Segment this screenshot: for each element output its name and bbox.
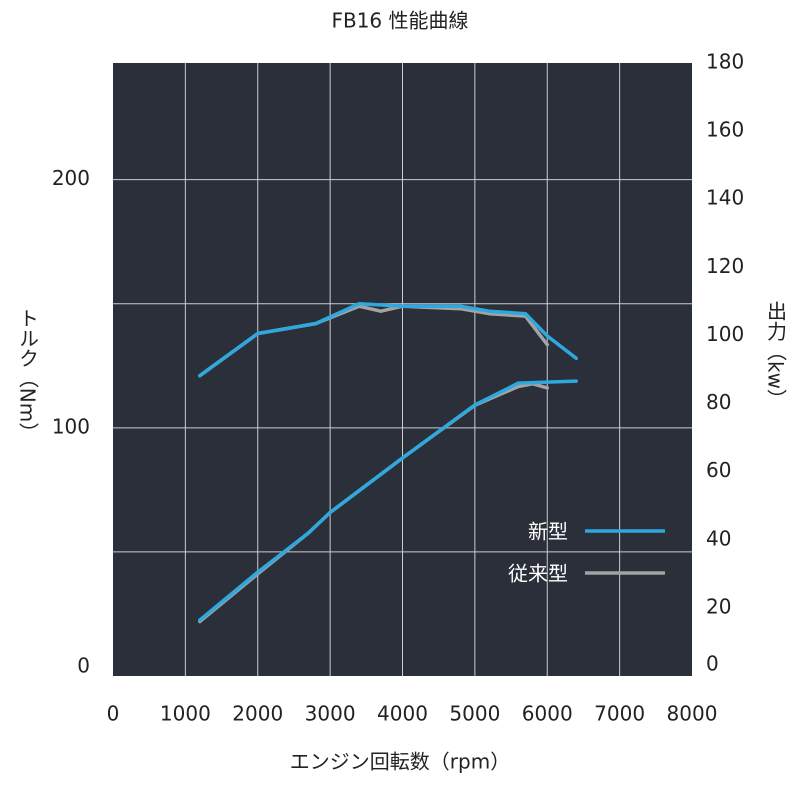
y2-tick-label: 160	[706, 118, 744, 142]
x-tick-label: 8000	[667, 702, 718, 726]
x-tick-label: 6000	[522, 702, 573, 726]
x-tick-label: 4000	[377, 702, 428, 726]
y-tick-label: 200	[52, 166, 90, 190]
legend-label: 従来型	[508, 562, 568, 586]
y2-tick-label: 0	[706, 652, 719, 676]
x-tick-label: 7000	[594, 702, 645, 726]
y2-tick-label: 80	[706, 390, 731, 414]
y2-tick-label: 120	[706, 254, 744, 278]
x-tick-label: 2000	[232, 702, 283, 726]
x-tick-label: 5000	[449, 702, 500, 726]
y2-tick-label: 100	[706, 322, 744, 346]
y-tick-label: 0	[77, 654, 90, 678]
x-tick-label: 1000	[160, 702, 211, 726]
x-tick-label: 0	[107, 702, 120, 726]
chart-title: FB16 性能曲線	[331, 9, 468, 33]
y-tick-label: 100	[52, 414, 90, 438]
series-line	[198, 379, 578, 622]
y2-tick-label: 60	[706, 458, 731, 482]
y2-tick-label: 20	[706, 594, 731, 618]
y2-axis-label: 出力（kw）	[764, 301, 788, 409]
y2-tick-label: 40	[706, 526, 731, 550]
series-line	[198, 301, 578, 378]
legend-label: 新型	[528, 520, 568, 544]
x-axis-label: エンジン回転数（rpm）	[290, 750, 510, 774]
y2-tick-label: 180	[706, 50, 744, 74]
y2-tick-label: 140	[706, 186, 744, 210]
y-axis-label: トルク（Nm）	[16, 308, 40, 442]
x-tick-label: 3000	[305, 702, 356, 726]
